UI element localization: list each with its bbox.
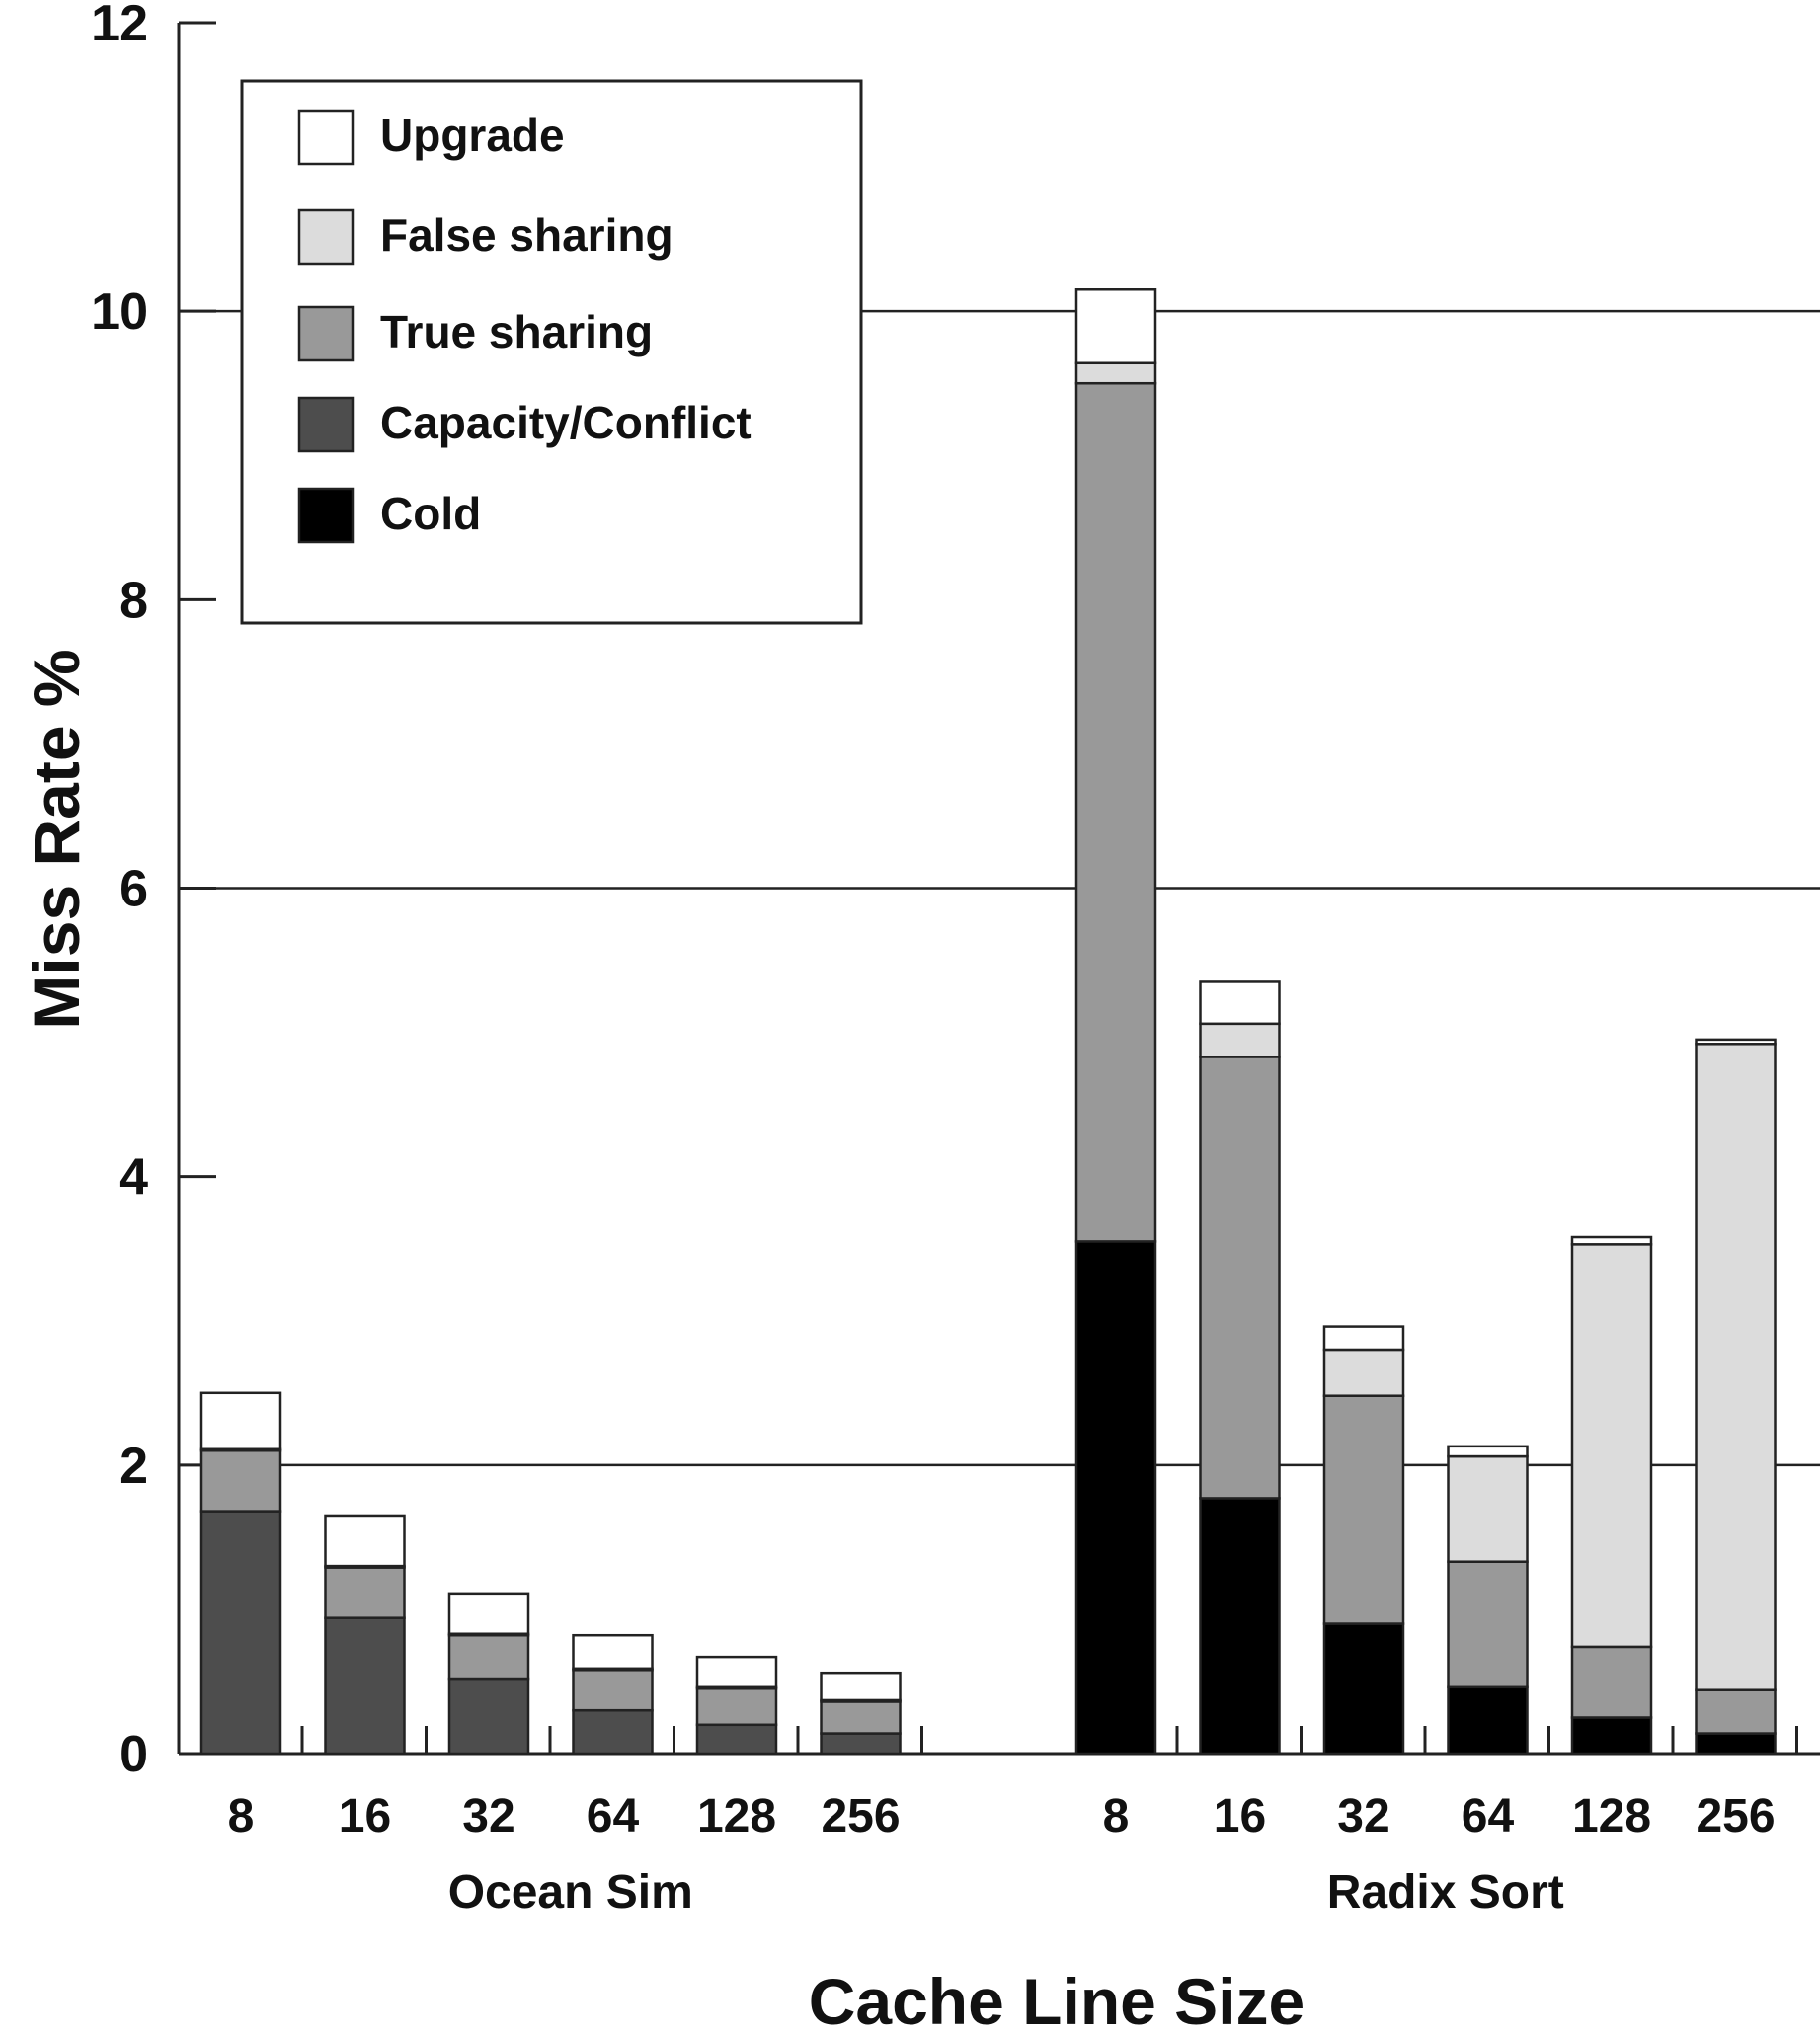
y-tick-label: 10 [91,283,148,341]
bar-segment-ocean-sim-16-capacity-conflict [324,1616,406,1756]
x-tick-label-ocean-sim-8: 8 [228,1790,255,1842]
x-tick-label-radix-sort-128: 128 [1572,1790,1651,1842]
bar-segment-radix-sort-256-false-sharing [1695,1043,1777,1691]
legend-label-true-sharing: True sharing [380,306,653,357]
bar-segment-ocean-sim-8-true-sharing [199,1448,282,1513]
bars [199,288,1798,1756]
bar-segment-radix-sort-256-cold [1695,1732,1777,1756]
legend-swatch-capacity-conflict [297,396,355,453]
bar-segment-radix-sort-16-upgrade [1199,980,1281,1026]
x-tick-label-ocean-sim-256: 256 [821,1790,900,1842]
x-tick-label-radix-sort-64: 64 [1462,1790,1515,1842]
bar-segment-ocean-sim-128-capacity-conflict [695,1723,778,1756]
legend-items: Upgrade False sharing True sharing Capacity… [297,109,752,544]
bar-segment-radix-sort-64-cold [1447,1685,1529,1756]
bar-segment-ocean-sim-64-true-sharing [572,1669,654,1712]
bar-segment-radix-sort-128-cold [1570,1716,1653,1756]
bar-segment-radix-sort-32-false-sharing [1322,1348,1405,1397]
y-tick-label: 2 [119,1438,148,1495]
x-tick-label-radix-sort-8: 8 [1103,1790,1130,1842]
y-ticks: 0 2 4 6 8 10 12 [91,0,216,1783]
bar-segment-radix-sort-128-true-sharing [1570,1645,1653,1719]
bar-segment-ocean-sim-64-capacity-conflict [572,1708,654,1756]
legend-swatch-false-sharing [297,208,355,266]
bar-segment-radix-sort-32-upgrade [1322,1325,1405,1352]
x-axis-title: Cache Line Size [809,1965,1306,2034]
x-tick-label-radix-sort-32: 32 [1337,1790,1389,1842]
bar-segment-radix-sort-16-cold [1199,1497,1281,1756]
legend-swatch-upgrade [297,109,355,166]
bar-segment-radix-sort-256-upgrade [1695,1038,1777,1046]
bar-segment-ocean-sim-16-true-sharing [324,1566,406,1619]
legend-label-upgrade: Upgrade [380,110,565,161]
bar-segment-ocean-sim-32-upgrade [447,1592,530,1636]
y-tick-label: 0 [119,1726,148,1783]
bar-segment-ocean-sim-128-true-sharing [695,1687,778,1727]
group-label-radix-sort: Radix Sort [1327,1866,1564,1918]
x-tick-label-radix-sort-256: 256 [1696,1790,1775,1842]
bar-segment-radix-sort-64-false-sharing [1447,1454,1529,1563]
bar-segment-ocean-sim-16-upgrade [324,1514,406,1568]
group-label-ocean-sim: Ocean Sim [448,1866,693,1918]
y-tick-label: 8 [119,572,148,629]
bar-segment-radix-sort-64-true-sharing [1447,1560,1529,1689]
y-tick-label: 4 [119,1149,148,1207]
legend: Upgrade False sharing True sharing Capacity… [240,79,863,625]
x-tick-labels: 8 16 32 64 128 256 8 16 32 64 128 256 [228,1790,1776,1842]
bar-segment-ocean-sim-64-upgrade [572,1633,654,1671]
bar-segment-ocean-sim-32-true-sharing [447,1633,530,1681]
bar-segment-ocean-sim-128-upgrade [695,1655,778,1689]
bar-segment-radix-sort-256-true-sharing [1695,1688,1777,1735]
legend-swatch-cold [297,487,355,544]
group-labels: Ocean Sim Radix Sort [448,1866,1564,1918]
bar-segment-radix-sort-128-upgrade [1570,1235,1653,1246]
legend-label-false-sharing: False sharing [380,209,673,261]
x-tick-label-ocean-sim-128: 128 [697,1790,776,1842]
bar-segment-ocean-sim-256-upgrade [820,1671,902,1702]
bar-segment-ocean-sim-8-upgrade [199,1391,282,1451]
x-tick-label-ocean-sim-32: 32 [462,1790,514,1842]
legend-swatch-true-sharing [297,305,355,362]
legend-label-capacity-conflict: Capacity/Conflict [380,397,752,448]
bar-segment-radix-sort-128-false-sharing [1570,1243,1653,1649]
bar-segment-radix-sort-16-true-sharing [1199,1056,1281,1500]
bar-segment-ocean-sim-32-capacity-conflict [447,1677,530,1756]
y-tick-label: 12 [91,0,148,52]
y-axis-title: Miss Rate % [20,649,93,1029]
bar-segment-radix-sort-8-true-sharing [1074,381,1157,1243]
bar-segment-radix-sort-8-false-sharing [1074,361,1157,385]
bar-segment-radix-sort-32-cold [1322,1622,1405,1756]
x-tick-label-ocean-sim-64: 64 [587,1790,640,1842]
bar-segment-ocean-sim-256-true-sharing [820,1700,902,1735]
bar-segment-ocean-sim-256-capacity-conflict [820,1732,902,1756]
bar-segment-radix-sort-32-true-sharing [1322,1394,1405,1625]
bar-segment-radix-sort-64-upgrade [1447,1445,1529,1458]
bar-segment-radix-sort-8-upgrade [1074,288,1157,365]
x-tick-label-radix-sort-16: 16 [1214,1790,1266,1842]
y-tick-label: 6 [119,861,148,918]
bar-segment-radix-sort-8-cold [1074,1240,1157,1756]
bar-segment-radix-sort-16-false-sharing [1199,1022,1281,1058]
bar-segment-ocean-sim-8-capacity-conflict [199,1510,282,1756]
x-tick-label-ocean-sim-16: 16 [339,1790,391,1842]
legend-label-cold: Cold [380,488,481,539]
